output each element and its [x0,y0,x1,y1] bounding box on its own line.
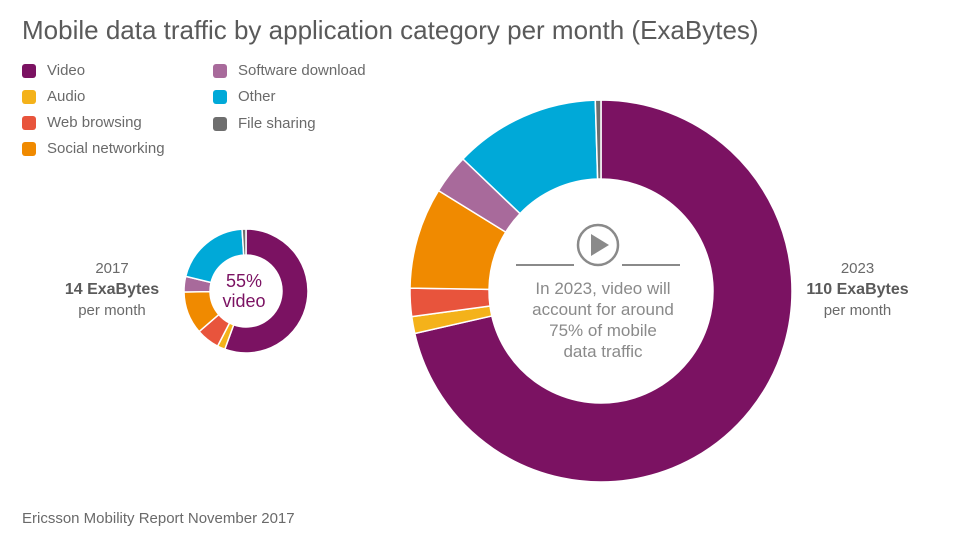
legend-label-social-networking: Social networking [47,140,165,157]
legend-label-web-browsing: Web browsing [47,114,142,131]
play-icon [516,223,680,267]
year-2023: 2023 [840,260,875,277]
legend-swatch-social-networking [22,142,36,156]
callout-line-3: 75% of mobile [549,321,657,340]
video-callout: In 2023, video will account for around 7… [508,278,698,362]
chart-title: Mobile data traffic by application categ… [22,15,759,45]
donut-2017 [183,228,309,354]
source-note: Ericsson Mobility Report November 2017 [22,510,295,527]
label-2017: 2017 14 ExaBytes per month [62,258,162,321]
video-share-value: 55% [225,271,263,291]
video-share-caption: video [222,291,266,311]
legend-swatch-web-browsing [22,116,36,130]
legend-label-file-sharing: File sharing [238,115,316,132]
year-2017: 2017 [95,260,129,277]
total-2023: 110 ExaBytes [806,281,909,298]
legend-label-software-download: Software download [238,62,366,79]
donut-2017-center-label: 55% video [213,271,275,311]
legend-swatch-other [213,90,227,104]
slice-2017-video [223,228,309,354]
total-2017: 14 ExaBytes [64,281,160,298]
label-2023: 2023 110 ExaBytes per month [795,258,920,321]
callout-line-1: In 2023, video will [535,279,671,298]
legend-label-audio: Audio [47,88,86,105]
slice-2023-file-sharing [594,99,602,180]
legend-swatch-software-download [213,64,227,78]
slice-2017-file-sharing [241,228,247,256]
callout-line-4: data traffic [563,342,643,361]
slice-2023-video [413,99,793,483]
legend-swatch-file-sharing [213,117,227,131]
legend-label-video: Video [47,62,86,79]
legend-swatch-video [22,64,36,78]
unit-2017: per month [78,302,146,319]
legend-label-other: Other [238,88,276,105]
unit-2023: per month [823,302,892,319]
callout-line-2: account for around [532,300,674,319]
legend-swatch-audio [22,90,36,104]
donut-2023 [409,99,793,483]
